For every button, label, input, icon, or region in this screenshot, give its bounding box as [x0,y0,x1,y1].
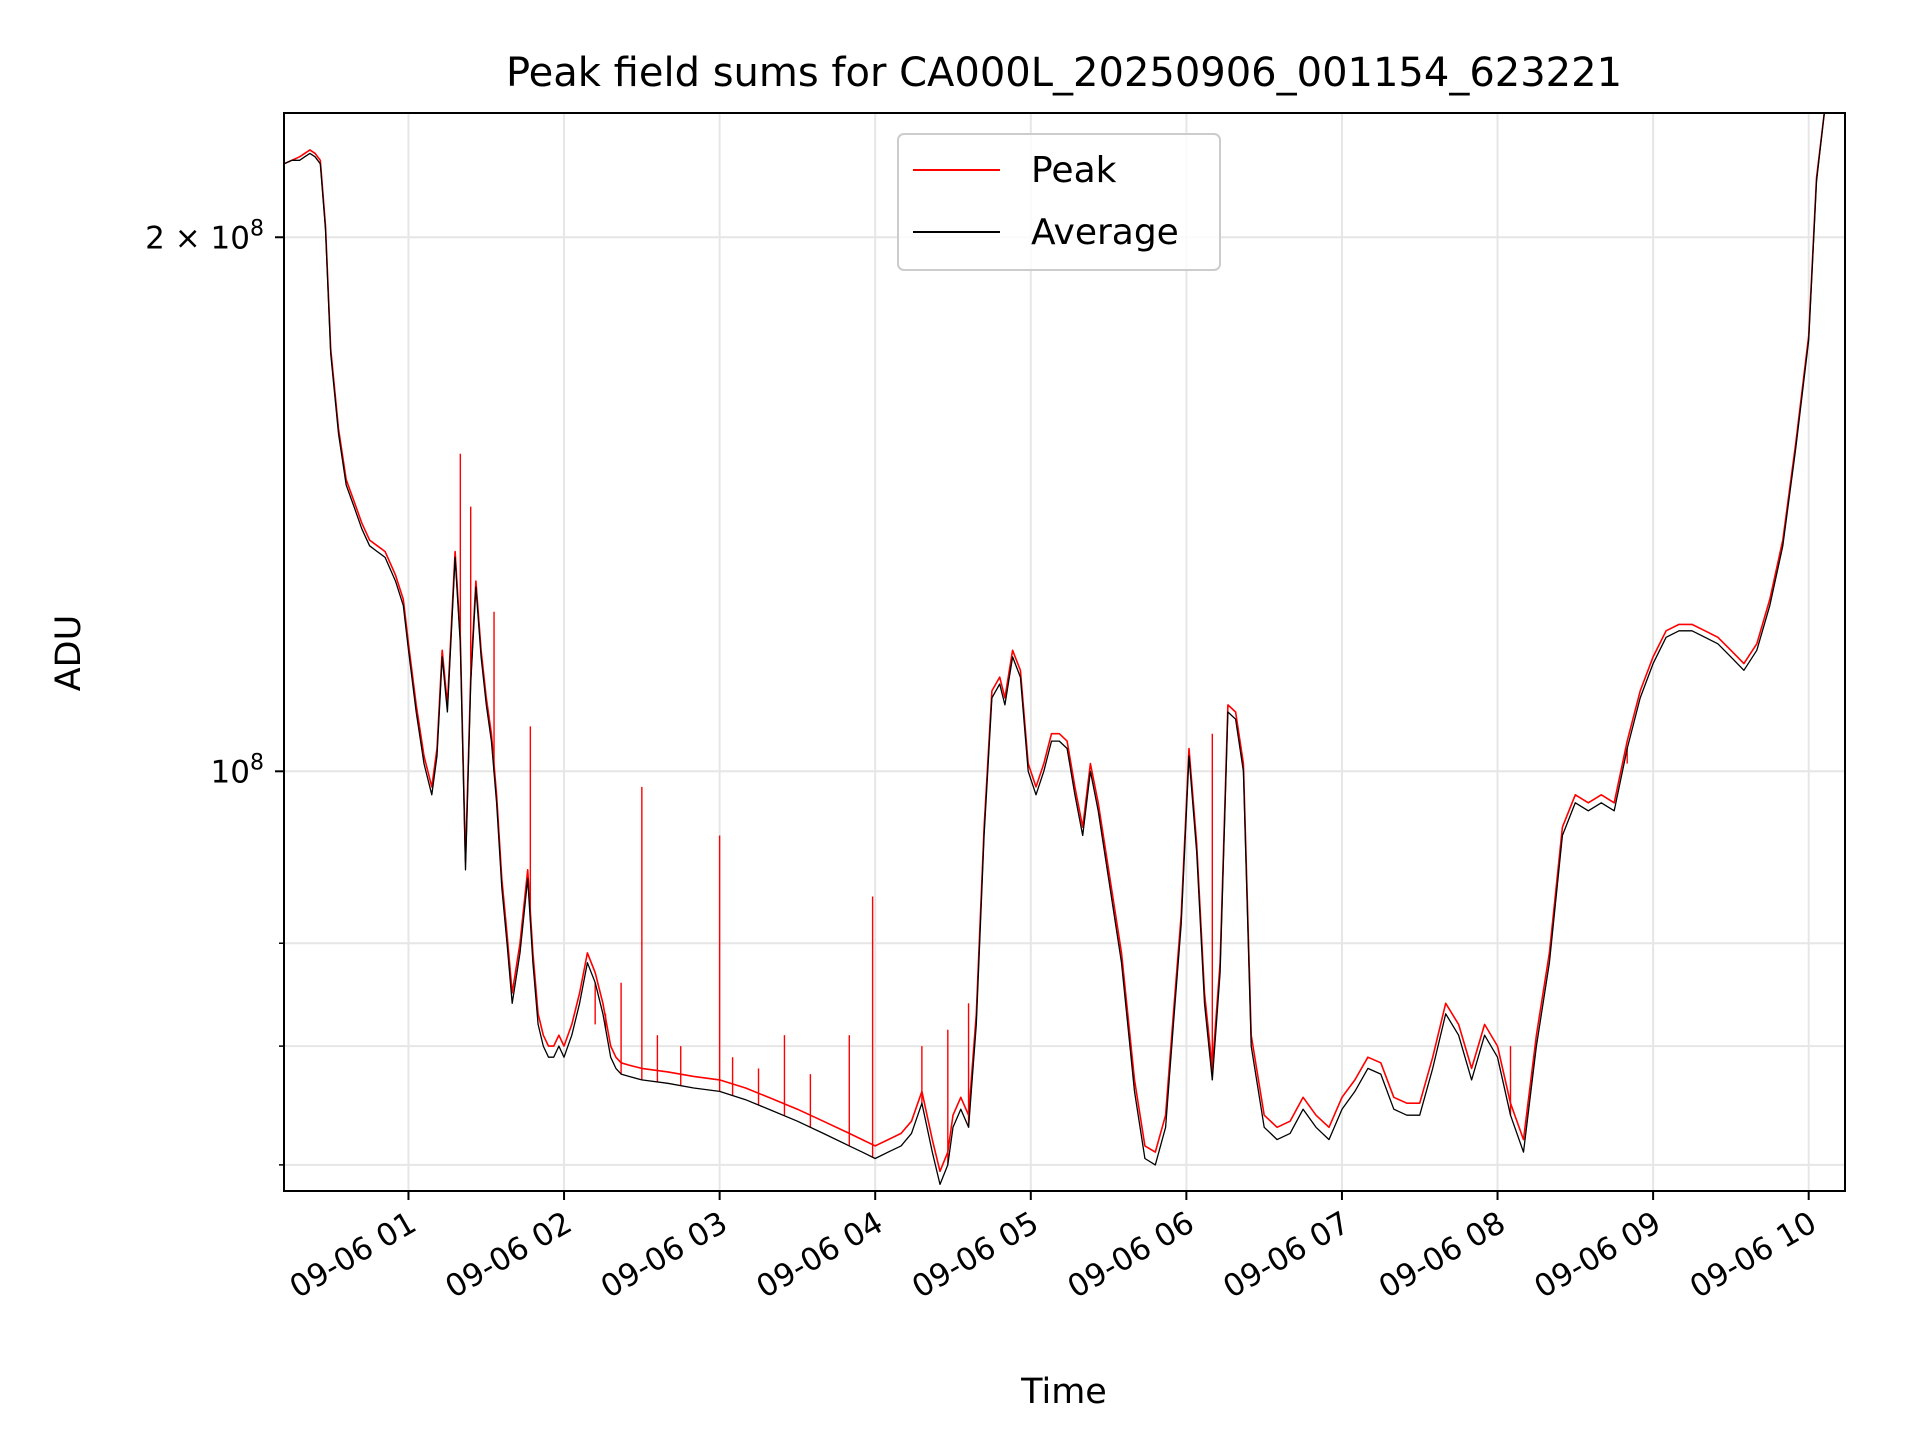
x-axis-label: Time [1020,1372,1107,1412]
legend-label-average: Average [1031,212,1179,253]
y-tick-label-base: 2 × 10 [145,220,250,256]
legend: Peak Average [897,133,1221,271]
y-tick-label-base: 10 [211,754,250,790]
legend-label-peak: Peak [1031,150,1117,191]
series-layer [283,112,1826,1186]
y-axis-label: ADU [49,615,89,692]
y-tick-label-exponent: 8 [250,750,264,775]
chart-title: Peak field sums for CA000L_20250906_0011… [506,50,1622,96]
y-tick-label: 2 × 108 [145,216,264,256]
plot-frame [283,112,1846,1192]
average-series-line [283,112,1825,1186]
y-tick-label-exponent: 8 [250,216,264,241]
legend-box [897,133,1221,271]
y-tick-label: 108 [211,750,264,790]
